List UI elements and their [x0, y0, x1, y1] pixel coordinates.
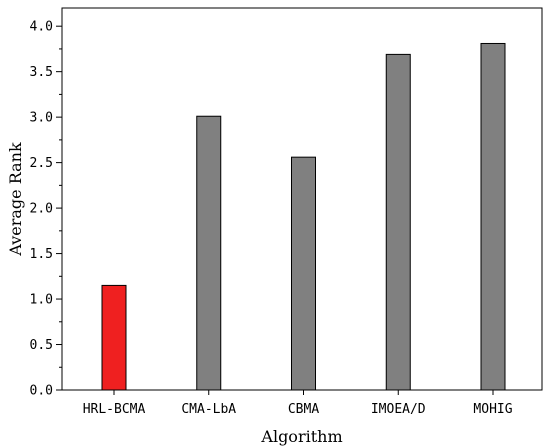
y-tick-label: 2.0	[30, 202, 53, 217]
y-tick-label: 4.0	[30, 20, 53, 35]
y-tick-label: 3.0	[30, 111, 53, 126]
x-tick-label: CMA-LbA	[181, 402, 236, 417]
y-tick-label: 1.0	[30, 293, 53, 308]
bars-group	[101, 42, 506, 391]
y-axis-title: Average Rank	[6, 142, 25, 257]
x-tick-label: MOHIG	[473, 402, 512, 417]
x-tick-label: CBMA	[288, 402, 319, 417]
y-tick-label: 1.5	[30, 247, 53, 262]
bar-mohig	[480, 42, 506, 391]
y-tick-label: 0.5	[30, 338, 53, 353]
bar-hrl-bcma	[101, 284, 127, 391]
y-tick-label: 0.0	[30, 384, 53, 399]
x-axis: HRL-BCMA CMA-LbA CBMA IMOEA/D MOHIG	[83, 390, 513, 417]
x-tick-label: IMOEA/D	[371, 402, 426, 417]
x-tick-label: HRL-BCMA	[83, 402, 146, 417]
x-axis-title: Algorithm	[260, 427, 342, 446]
y-tick-label: 2.5	[30, 156, 53, 171]
bar-cbma	[291, 156, 316, 391]
y-axis: 0.0 0.5 1.0 1.5 2.0 2.5 3.0 3.5 4.0	[30, 20, 62, 399]
y-tick-label: 3.5	[30, 65, 53, 80]
bar-imoea-d	[385, 53, 411, 391]
bar-cma-lba	[196, 115, 222, 391]
